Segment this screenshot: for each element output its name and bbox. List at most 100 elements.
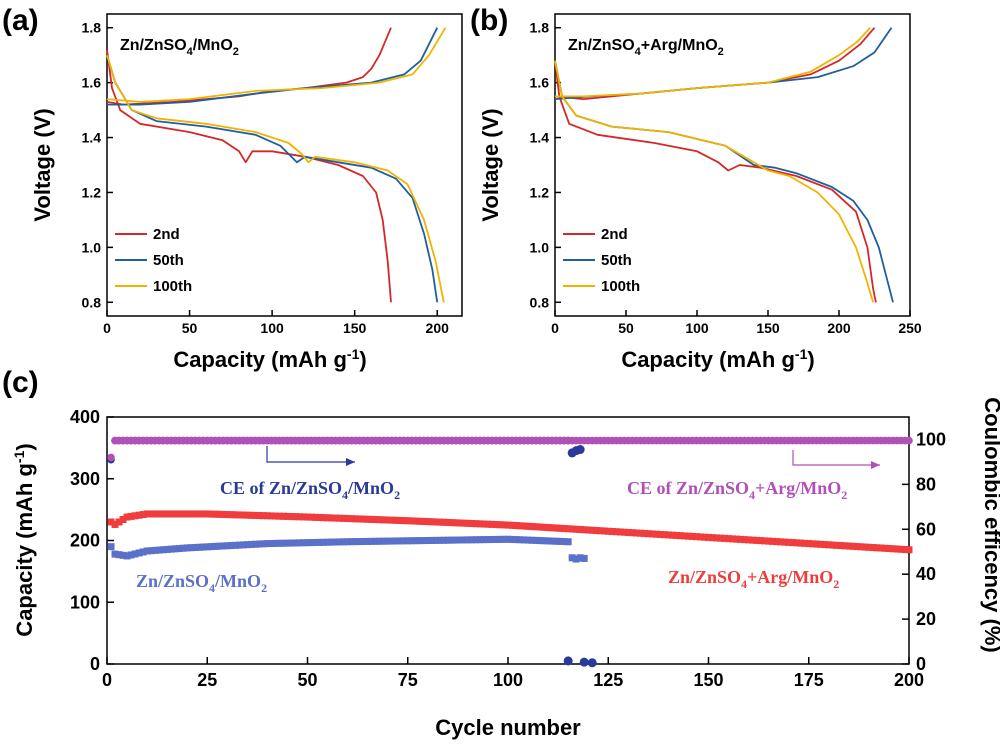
c-xtick-label: 125 [593,670,623,690]
c-annotation-ce-arg: CE of Zn/ZnSO4+Arg/MnO2 [627,478,847,502]
c-point-s0 [336,538,344,546]
c-point-s1 [869,544,877,552]
a-ytick-label: 1.8 [82,20,102,36]
c-point-s0 [271,539,279,547]
c-point-s0 [408,537,416,545]
c-point-s1 [761,537,769,545]
c-point-extra-s0 [568,554,576,562]
c-point-s1 [753,536,761,544]
c-point-s1 [456,519,464,527]
c-point-s0 [167,545,175,553]
c-point-s0 [496,535,504,543]
c-ytick-right-label: 20 [916,609,936,629]
c-point-extra-s0 [580,554,588,562]
c-point-s0 [295,539,303,547]
c-point-s0 [239,541,247,549]
c-point-s0 [516,536,524,544]
panel-c-letter: (c) [2,366,39,399]
c-point-s1 [853,543,861,551]
c-point-s1 [195,510,203,518]
c-point-s1 [905,546,913,554]
c-point-s1 [757,537,765,545]
c-point-s1 [821,541,829,549]
c-point-s1 [287,513,295,521]
c-point-s0 [251,540,259,548]
c-point-s0 [227,542,235,550]
c-point-s1 [881,544,889,552]
a-legend-label: 100th [153,278,192,295]
c-point-s1 [781,538,789,546]
c-point-s0 [255,540,263,548]
c-point-s1 [207,510,215,518]
b-series-100th-charge [555,27,871,98]
c-point-s0 [548,537,556,545]
c-point-s1 [765,537,773,545]
c-point-s1 [664,531,672,539]
c-point-s1 [668,531,676,539]
panel-a-ticks: 0 50 100 150 200 0.8 1.0 1.2 1.4 1.6 1.8 [82,20,450,336]
c-point-s1 [544,524,552,532]
c-point-s1 [512,522,520,530]
c-point-s0 [259,540,267,548]
c-point-s1 [460,519,468,527]
c-point-s0 [536,537,544,545]
c-point-s1 [480,520,488,528]
c-point-s1 [572,525,580,533]
c-point-s1 [380,516,388,524]
c-point-s1 [127,512,135,520]
c-point-s1 [175,510,183,518]
c-point-extra-s0 [572,555,580,563]
c-point-s1 [837,542,845,550]
c-point-s1 [432,518,440,526]
c-point-s0 [504,535,512,543]
c-point-s1 [408,517,416,525]
c-point-s0 [143,547,151,555]
c-point-s1 [275,512,283,520]
c-point-s1 [348,515,356,523]
panel-b-ylabel: Voltage (V) [478,108,503,221]
c-xtick-label: 50 [297,670,317,690]
c-point-s1 [143,510,151,518]
c-point-s0 [215,542,223,550]
c-point-s1 [428,518,436,526]
c-point-s1 [500,521,508,529]
c-point-s1 [215,510,223,518]
c-point-s1 [312,513,320,521]
b-xtick-label: 0 [551,320,559,336]
a-legend-label: 2nd [153,226,180,243]
c-point-s1 [488,520,496,528]
b-xtick-label: 150 [756,320,780,336]
c-point-s1 [885,545,893,553]
c-point-s0 [484,536,492,544]
c-point-s1 [865,543,873,551]
c-point-s1 [163,510,171,518]
c-point-s0 [312,538,320,546]
c-point-s1 [652,530,660,538]
c-point-s0 [564,538,572,546]
c-point-s1 [139,511,147,519]
panel-b-letter: (b) [470,4,508,37]
c-point-s1 [709,534,717,542]
c-point-s0 [131,550,139,558]
a-series-100th-discharge [106,54,445,303]
panel-c-ylabel-left: Capacity (mAh g-1) [11,443,37,636]
c-point-s0 [332,538,340,546]
c-point-s1 [873,544,881,552]
panel-c-series [107,436,913,668]
c-point-s1 [680,532,688,540]
c-point-s0 [436,536,444,544]
c-point-s0 [267,539,275,547]
c-point-s1 [444,518,452,526]
a-xtick-label: 100 [260,320,284,336]
c-point-s0 [171,545,179,553]
c-point-extra-s0 [576,554,584,562]
panel-a-legend: 2nd 50th 100th [115,226,192,295]
c-point-s0 [279,539,287,547]
c-point-s1 [179,510,187,518]
c-point-s1 [713,534,721,542]
c-point-s1 [308,513,316,521]
c-point-s1 [845,542,853,550]
c-point-s1 [239,511,247,519]
c-point-s0 [412,537,420,545]
c-point-s1 [492,521,500,529]
